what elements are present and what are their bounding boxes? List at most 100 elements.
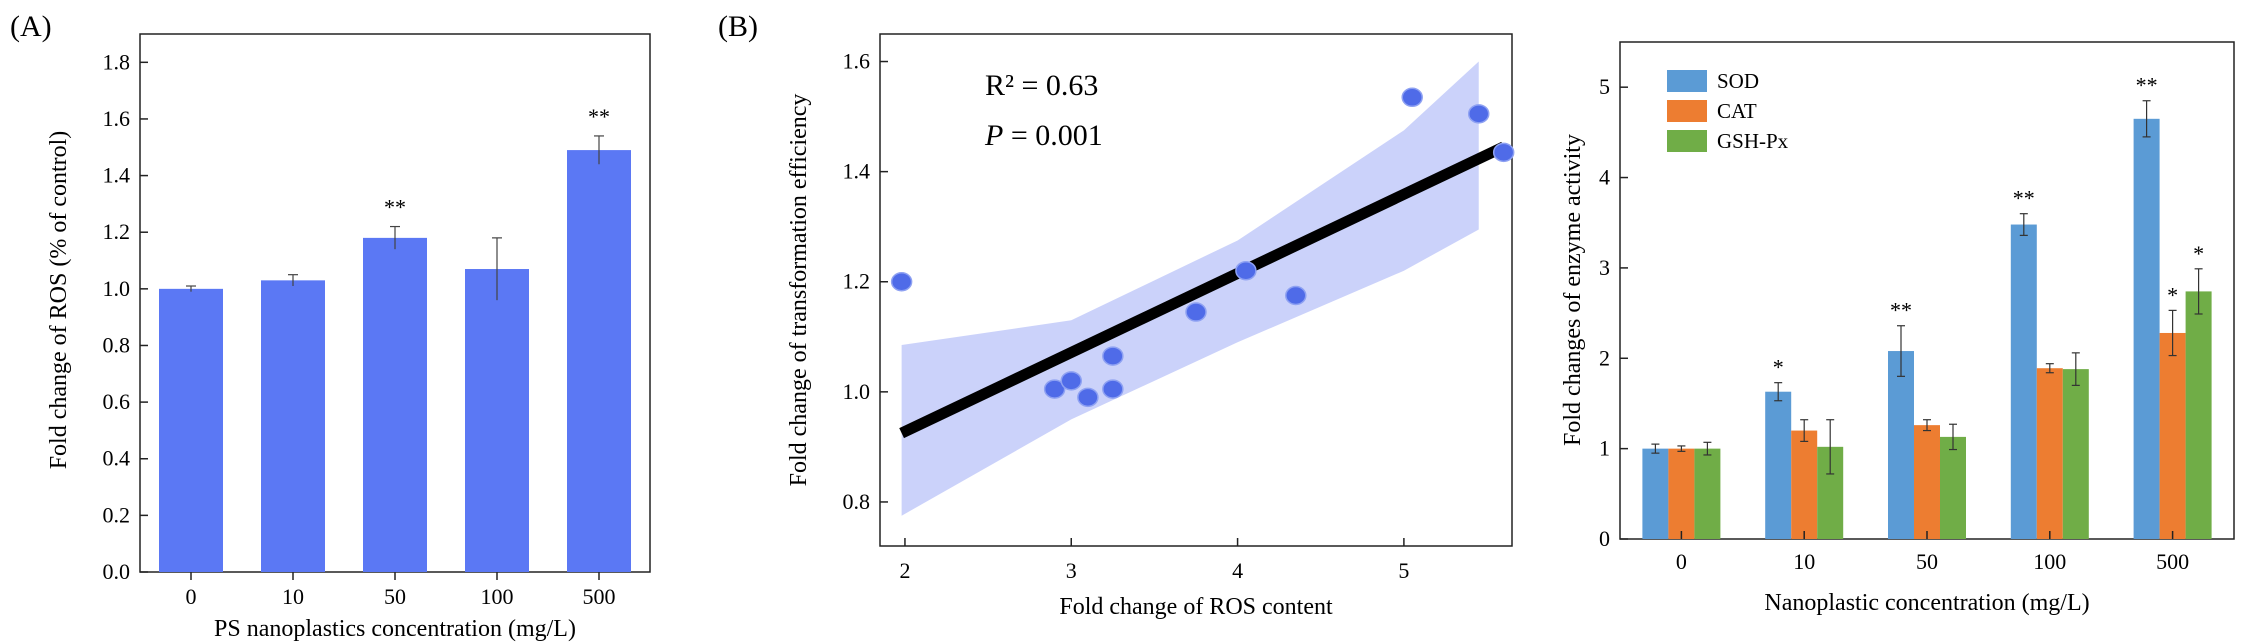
- chart-b-data-point: [1077, 387, 1099, 408]
- chart-a-bar: [261, 280, 325, 572]
- chart-b-confidence-band: [901, 61, 1479, 516]
- chart-b-data-point: [1492, 142, 1515, 163]
- chart-c-significance-marker: **: [2013, 186, 2035, 211]
- chart-a-x-tick-label: 500: [583, 584, 616, 609]
- chart-c-y-tick-label: 1: [1599, 436, 1610, 461]
- chart-c-y-tick-label: 0: [1599, 526, 1610, 551]
- p-value: = 0.001: [1003, 119, 1102, 152]
- chart-a-y-tick-label: 1.0: [103, 276, 131, 301]
- chart-c-significance-marker: *: [1773, 355, 1784, 380]
- chart-b-y-tick-label: 1.2: [843, 269, 871, 294]
- chart-b-data-point: [1102, 346, 1124, 366]
- chart-b-x-tick-label: 5: [1398, 558, 1409, 583]
- chart-a-bar: [363, 237, 427, 572]
- chart-a-x-axis-title: PS nanoplastics concentration (mg/L): [214, 616, 576, 642]
- chart-c-x-tick-label: 500: [2156, 549, 2189, 574]
- chart-b-x-tick-label: 3: [1066, 558, 1077, 583]
- chart-b-y-tick-label: 1.0: [843, 379, 871, 404]
- chart-c-significance-marker: **: [2136, 73, 2158, 98]
- chart-a-y-tick-label: 1.4: [103, 163, 131, 188]
- panel-b-label: (B): [718, 10, 758, 43]
- chart-b-y-tick-label: 0.8: [843, 489, 871, 514]
- chart-a-x-tick-label: 10: [282, 584, 304, 609]
- chart-b-data-point: [1235, 260, 1257, 281]
- chart-a-bar: [465, 269, 529, 572]
- legend-swatch-gsh-px: [1667, 130, 1707, 152]
- panel-a-label: (A): [10, 10, 52, 43]
- chart-c-bar-sod: [2010, 224, 2037, 539]
- chart-b-data-point: [1043, 379, 1066, 399]
- r-squared-label: R² = 0.63: [985, 69, 1098, 102]
- chart-a: (A) 0.0 0.2 0.4 0.6 0.8 1.0 1.2 1.4 1.6 1.8 0 10 ** 5…: [10, 10, 651, 642]
- chart-a-x-tick-label: 50: [384, 584, 406, 609]
- chart-c-x-tick-label: 0: [1676, 549, 1687, 574]
- legend-swatch-sod: [1667, 70, 1707, 92]
- chart-a-y-tick-label: 0.4: [103, 446, 131, 471]
- legend-swatch-cat: [1667, 100, 1707, 122]
- chart-a-y-tick-label: 0.0: [103, 559, 131, 584]
- chart-a-y-tick-label: 1.6: [103, 106, 131, 131]
- chart-b-data-point: [890, 271, 913, 292]
- chart-a-bar: [567, 150, 631, 573]
- chart-c-y-axis-title: Fold changes of enzyme activity: [1560, 134, 1586, 446]
- chart-c-bar-sod: [2133, 118, 2160, 540]
- chart-c-x-tick-label: 50: [1916, 549, 1938, 574]
- chart-c-bar-sod: [1642, 448, 1669, 539]
- p-value-label: P = 0.001: [984, 119, 1103, 152]
- chart-b-data-point: [1185, 302, 1207, 322]
- chart-b-data-point: [1060, 371, 1083, 391]
- chart-c-bar-cat: [1791, 430, 1818, 539]
- chart-a-significance-marker: **: [384, 195, 406, 220]
- chart-c-bar-cat: [1914, 425, 1940, 539]
- p-symbol: P: [984, 119, 1003, 152]
- chart-b-y-tick-label: 1.6: [843, 49, 871, 74]
- chart-b-data-point: [1401, 87, 1423, 108]
- legend-label-sod: SOD: [1717, 69, 1759, 93]
- chart-b-y-tick-label: 1.4: [843, 159, 871, 184]
- chart-b-frame: [879, 33, 1513, 547]
- chart-c-significance-marker: *: [2167, 282, 2178, 307]
- chart-b-data-point: [1467, 104, 1490, 124]
- chart-b-x-axis-title: Fold change of ROS content: [1059, 594, 1333, 620]
- chart-b-regression-line: [899, 141, 1507, 439]
- chart-a-y-tick-label: 1.2: [103, 219, 131, 244]
- chart-c-bar-gsh-px: [2062, 369, 2089, 539]
- chart-c-y-tick-label: 5: [1599, 74, 1610, 99]
- chart-c-x-tick-label: 100: [2033, 549, 2066, 574]
- chart-c-x-axis-title: Nanoplastic concentration (mg/L): [1764, 590, 2089, 616]
- chart-c-legend: SOD CAT GSH-Px: [1667, 69, 1789, 153]
- chart-c-y-tick-label: 4: [1599, 165, 1610, 190]
- chart-c-bar-cat: [1668, 448, 1695, 539]
- chart-c-bar-gsh-px: [1694, 448, 1721, 539]
- chart-a-x-tick-label: 100: [481, 584, 514, 609]
- chart-b-x-tick-label: 2: [899, 558, 910, 583]
- chart-a-y-tick-label: 0.8: [103, 332, 131, 357]
- chart-c-significance-marker: **: [1890, 298, 1912, 323]
- chart-c-significance-marker: *: [2193, 241, 2204, 266]
- chart-a-y-tick-label: 0.2: [103, 502, 131, 527]
- chart-b-y-axis-title: Fold change of transformation efficiency: [786, 94, 812, 487]
- chart-a-bar: [159, 288, 223, 572]
- chart-b-x-tick-label: 4: [1232, 558, 1243, 583]
- chart-c-bar-cat: [2159, 332, 2186, 539]
- chart-a-y-tick-label: 0.6: [103, 389, 131, 414]
- legend-label-gsh-px: GSH-Px: [1717, 129, 1789, 153]
- chart-b: (B) 2 3 4 5 0.8 1.0 1.2 1.4 1.6 R² = 0.63 P = 0.…: [718, 10, 1515, 620]
- chart-c-y-tick-label: 2: [1599, 345, 1610, 370]
- chart-c-bar-sod: [1888, 351, 1914, 539]
- legend-label-cat: CAT: [1717, 99, 1757, 123]
- chart-b-data-point: [1102, 379, 1124, 399]
- chart-b-plot: 2 3 4 5 0.8 1.0 1.2 1.4 1.6: [843, 49, 1515, 583]
- chart-c-bar-gsh-px: [1940, 436, 1966, 539]
- chart-a-plot: 0.0 0.2 0.4 0.6 0.8 1.0 1.2 1.4 1.6 1.8 0 10 ** 50 100…: [103, 49, 631, 609]
- chart-c-bar-sod: [1765, 391, 1792, 539]
- chart-c-bar-gsh-px: [2185, 291, 2212, 539]
- chart-c-y-tick-label: 3: [1599, 255, 1610, 280]
- chart-a-y-axis-title: Fold change of ROS (% of control): [46, 131, 72, 470]
- chart-a-significance-marker: **: [588, 104, 610, 129]
- chart-c-x-tick-label: 10: [1793, 549, 1815, 574]
- chart-a-y-tick-label: 1.8: [103, 49, 131, 74]
- chart-c-bar-cat: [2036, 368, 2063, 539]
